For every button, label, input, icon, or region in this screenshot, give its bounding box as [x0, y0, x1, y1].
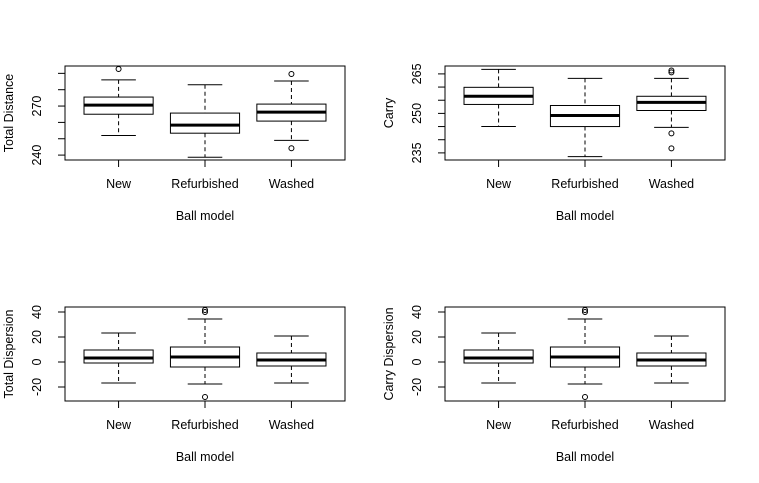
y-tick-label: -20: [30, 378, 44, 396]
x-tick-label: New: [486, 177, 512, 191]
x-tick-label: Washed: [649, 418, 694, 432]
outlier: [288, 145, 295, 152]
outlier: [668, 145, 675, 152]
x-tick-label: Washed: [269, 418, 314, 432]
x-tick-label: Refurbished: [171, 177, 238, 191]
x-axis-title: Ball model: [176, 209, 234, 223]
x-tick-label: Washed: [269, 177, 314, 191]
y-tick-label: 0: [30, 358, 44, 365]
outlier: [202, 394, 208, 400]
y-axis-title: Total Distance: [2, 74, 16, 153]
outlier: [668, 69, 675, 76]
y-tick-label: 270: [30, 96, 44, 117]
outlier: [668, 130, 675, 137]
y-tick-label: 240: [30, 145, 44, 166]
y-axis-title: Carry Dispersion: [382, 307, 396, 400]
y-tick-label: 235: [410, 142, 424, 163]
outlier: [202, 307, 208, 313]
y-tick-label: 250: [410, 103, 424, 124]
x-axis-title: Ball model: [176, 450, 234, 464]
y-tick-label: 40: [410, 305, 424, 319]
x-tick-label: Refurbished: [171, 418, 238, 432]
y-tick-label: 20: [410, 330, 424, 344]
box: [169, 112, 241, 134]
outlier: [668, 67, 675, 74]
x-tick-label: New: [106, 177, 132, 191]
outlier: [115, 65, 122, 72]
outlier: [202, 309, 208, 315]
x-tick-label: Washed: [649, 177, 694, 191]
outlier: [582, 309, 588, 315]
x-tick-label: Refurbished: [551, 418, 618, 432]
y-tick-label: 20: [30, 330, 44, 344]
x-tick-label: New: [106, 418, 132, 432]
x-tick-label: Refurbished: [551, 177, 618, 191]
outlier: [288, 71, 295, 78]
outlier: [582, 307, 588, 313]
outlier: [582, 394, 588, 400]
y-tick-label: 40: [30, 305, 44, 319]
x-axis-title: Ball model: [556, 450, 614, 464]
y-tick-label: -20: [410, 378, 424, 396]
y-axis-title: Total Dispersion: [2, 309, 16, 398]
x-tick-label: New: [486, 418, 512, 432]
y-axis-title: Carry: [382, 97, 396, 128]
y-tick-label: 0: [410, 358, 424, 365]
x-axis-title: Ball model: [556, 209, 614, 223]
y-tick-label: 265: [410, 63, 424, 84]
